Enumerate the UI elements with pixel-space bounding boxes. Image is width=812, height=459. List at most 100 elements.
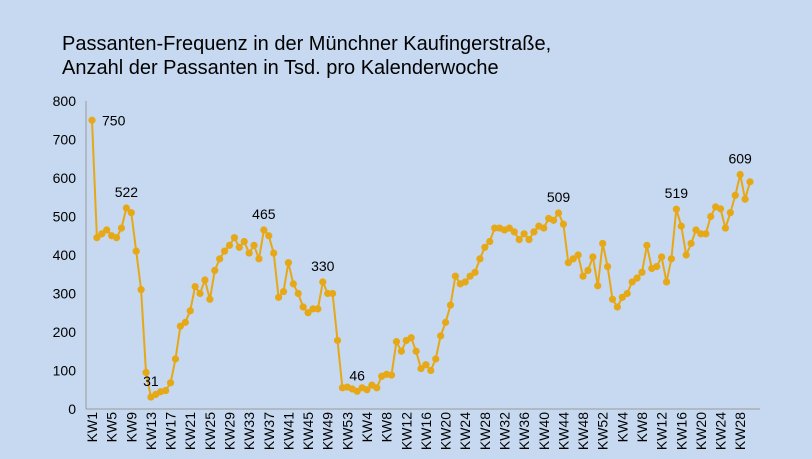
x-tick-label: KW41 (280, 412, 296, 450)
marker (554, 209, 563, 217)
data-label: 522 (115, 184, 139, 200)
x-tick-label: KW20 (438, 412, 454, 450)
marker (304, 309, 312, 317)
marker (127, 209, 135, 217)
x-tick-label: KW36 (516, 412, 532, 450)
y-tick-label: 600 (53, 170, 77, 186)
marker (638, 268, 646, 276)
marker (510, 228, 518, 236)
marker (613, 303, 622, 311)
marker (260, 226, 268, 234)
marker (132, 247, 140, 255)
x-tick-label: KW17 (163, 412, 179, 450)
marker (181, 318, 189, 326)
marker (417, 364, 425, 373)
x-tick-label: KW33 (241, 412, 257, 450)
marker (721, 224, 730, 232)
marker (716, 205, 725, 213)
marker (584, 266, 592, 274)
marker (486, 237, 494, 246)
marker (299, 303, 307, 311)
marker (451, 272, 459, 280)
marker (279, 287, 288, 296)
marker (692, 226, 700, 234)
x-tick-label: KW53 (339, 412, 355, 450)
marker (333, 336, 342, 345)
marker (137, 286, 145, 294)
x-tick-label: KW12 (654, 412, 670, 450)
marker (162, 386, 170, 395)
marker (171, 355, 180, 363)
x-tick-label: KW28 (477, 412, 493, 450)
data-label: 31 (143, 373, 159, 389)
marker (687, 239, 695, 248)
x-tick-label: KW49 (320, 412, 336, 450)
x-tick-label: KW9 (123, 412, 139, 443)
marker (702, 230, 710, 238)
marker (461, 278, 469, 286)
marker (505, 224, 513, 232)
x-tick-label: KW4 (359, 412, 375, 443)
marker (201, 276, 209, 284)
marker (662, 278, 671, 286)
marker (117, 224, 126, 232)
marker (427, 366, 435, 375)
x-tick-label: KW16 (418, 412, 434, 450)
marker (643, 241, 651, 249)
marker (481, 243, 489, 251)
marker (274, 293, 283, 301)
x-tick-label: KW32 (496, 412, 512, 450)
x-tick-label: KW8 (379, 412, 395, 443)
marker (122, 204, 130, 212)
marker (397, 347, 405, 355)
marker (608, 295, 617, 303)
marker (387, 371, 396, 379)
chart-title: Passanten-Frequenz in der Münchner Kaufi… (62, 33, 551, 55)
marker (746, 178, 754, 186)
x-tick-label: KW8 (634, 412, 650, 443)
marker (579, 272, 587, 280)
marker (432, 355, 440, 363)
marker (628, 278, 636, 286)
marker (682, 251, 690, 259)
y-tick-label: 800 (53, 93, 77, 109)
marker (225, 241, 234, 249)
marker (93, 234, 101, 242)
marker (559, 220, 568, 228)
marker (549, 216, 558, 224)
marker (250, 241, 258, 249)
x-tick-label: KW20 (693, 412, 709, 450)
x-tick-label: KW12 (398, 412, 414, 450)
marker (653, 262, 661, 271)
marker (707, 212, 715, 221)
marker (255, 255, 263, 263)
data-label: 609 (728, 151, 752, 167)
marker (540, 224, 548, 232)
x-tick-label: KW44 (555, 412, 571, 450)
data-label: 465 (252, 206, 276, 222)
marker (142, 368, 150, 377)
marker (314, 305, 322, 313)
x-tick-label: KW37 (261, 412, 277, 450)
marker (112, 234, 121, 242)
marker (284, 259, 293, 267)
x-tick-label: KW29 (221, 412, 237, 450)
marker (329, 289, 337, 298)
x-tick-label: KW52 (595, 412, 611, 450)
marker (525, 236, 533, 244)
x-tick-label: KW25 (202, 412, 218, 450)
marker (594, 282, 602, 290)
marker (245, 249, 253, 257)
marker (476, 255, 484, 263)
marker (658, 253, 666, 261)
marker (289, 280, 297, 288)
marker (633, 274, 641, 282)
marker (196, 289, 204, 298)
x-tick-label: KW45 (300, 412, 316, 450)
y-tick-label: 500 (53, 209, 77, 225)
x-tick-label: KW21 (182, 412, 198, 450)
chart-title: Anzahl der Passanten in Tsd. pro Kalende… (62, 57, 499, 79)
marker (103, 226, 111, 234)
marker (441, 318, 450, 326)
